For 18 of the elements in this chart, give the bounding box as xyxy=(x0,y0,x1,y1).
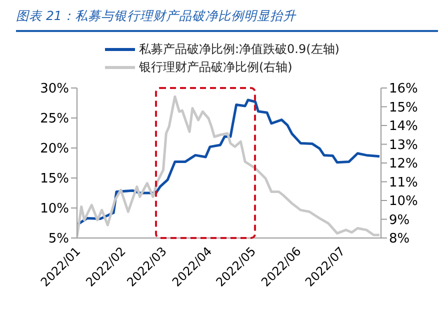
y2-tick-label: 16% xyxy=(389,82,418,97)
y2-tick-label: 14% xyxy=(389,119,418,134)
y-tick-label: 30% xyxy=(40,82,69,97)
y2-tick-label: 13% xyxy=(389,138,418,153)
y2-tick-label: 8% xyxy=(389,232,410,247)
chart-title: 图表 21：私募与银行理财产品破净比例明显抬升 xyxy=(16,4,438,32)
y-tick-label: 20% xyxy=(40,142,69,157)
y-tick-label: 5% xyxy=(48,232,69,247)
y2-tick-label: 9% xyxy=(389,212,410,228)
legend-label: 银行理财产品破净比例(右轴) xyxy=(139,59,292,76)
y2-tick-label: 12% xyxy=(389,156,418,172)
legend-label: 私募产品破净比例:净值跌破0.9(左轴) xyxy=(139,41,340,58)
y-tick-label: 25% xyxy=(40,112,69,127)
y-tick-label: 10% xyxy=(40,202,69,217)
y2-tick-label: 10% xyxy=(389,194,418,210)
y2-tick-label: 11% xyxy=(389,175,418,190)
y2-tick-label: 15% xyxy=(389,100,418,116)
y-tick-label: 15% xyxy=(40,172,69,187)
